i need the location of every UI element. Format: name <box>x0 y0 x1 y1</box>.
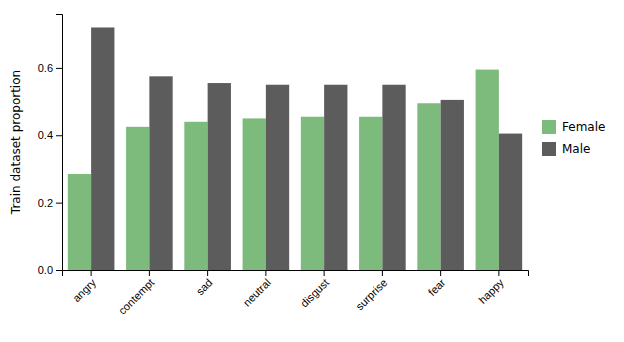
x-tick: happy <box>476 270 506 306</box>
plot-area: 0.0 0.2 0.4 0.6 angry contempt sad neutral disgu… <box>38 15 529 317</box>
bar <box>208 83 231 270</box>
bar <box>417 103 440 270</box>
y-tick: 0.2 <box>38 197 62 209</box>
y-tick: 0.4 <box>38 129 62 141</box>
x-tick-mark <box>149 270 150 276</box>
x-tick: neutral <box>241 270 273 309</box>
x-tick-label: contempt <box>116 276 156 316</box>
bars <box>68 27 522 270</box>
bar <box>184 122 207 270</box>
x-tick-label: disgust <box>298 276 331 309</box>
y-tick-label: 0.6 <box>38 62 53 74</box>
x-axis-line <box>63 271 529 277</box>
x-tick-mark <box>265 270 266 276</box>
bar <box>266 85 289 270</box>
x-tick-mark <box>440 270 441 276</box>
y-tick: 0.6 <box>38 62 62 74</box>
x-tick-label: sad <box>194 276 215 297</box>
x-tick-label: surprise <box>353 276 389 312</box>
bar <box>243 118 266 270</box>
x-tick-mark <box>498 270 499 276</box>
y-tick-label: 0.2 <box>38 197 53 209</box>
y-tick-label: 0.0 <box>38 264 53 276</box>
bar <box>149 76 172 270</box>
bar <box>359 117 382 270</box>
x-tick-mark <box>324 270 325 276</box>
y-axis: 0.0 0.2 0.4 0.6 <box>38 15 63 277</box>
x-axis: angry contempt sad neutral disgust surprise fe… <box>63 270 529 317</box>
bar <box>382 85 405 270</box>
bar <box>126 127 149 270</box>
bar <box>441 100 464 270</box>
y-tick-mark <box>56 203 62 204</box>
y-tick-label: 0.4 <box>38 129 53 141</box>
x-tick: disgust <box>298 270 331 309</box>
x-tick: fear <box>426 270 448 298</box>
legend-item: Male <box>542 142 590 157</box>
y-tick-mark <box>56 135 62 136</box>
bar <box>68 174 91 270</box>
bar <box>301 117 324 270</box>
x-tick: contempt <box>116 270 156 317</box>
x-tick-mark <box>91 270 92 276</box>
legend-label: Female <box>562 120 605 134</box>
x-tick: angry <box>70 270 98 304</box>
x-tick: surprise <box>353 270 389 312</box>
x-tick-label: neutral <box>241 276 273 308</box>
x-tick-label: happy <box>476 276 506 306</box>
legend-swatch <box>542 142 556 156</box>
y-tick: 0.0 <box>38 264 62 276</box>
legend-item: Female <box>542 120 605 135</box>
bar <box>91 27 114 270</box>
y-tick-mark <box>56 270 62 271</box>
x-tick-label: angry <box>70 276 98 304</box>
legend: Female Male <box>542 120 605 157</box>
y-axis-title: Train dataset proportion <box>9 70 23 215</box>
bar <box>324 85 347 270</box>
x-tick-mark <box>207 270 208 276</box>
x-tick-label: fear <box>426 276 448 298</box>
legend-swatch <box>542 120 556 134</box>
bar <box>476 70 499 270</box>
legend-label: Male <box>562 142 590 156</box>
x-tick-mark <box>382 270 383 276</box>
y-tick-mark <box>56 68 62 69</box>
y-axis-line <box>56 15 63 271</box>
x-tick: sad <box>194 270 215 297</box>
bar-series <box>91 27 522 270</box>
bar-series <box>68 70 499 270</box>
bar <box>499 134 522 270</box>
chart: 0.0 0.2 0.4 0.6 angry contempt sad neutral disgu… <box>0 0 624 342</box>
